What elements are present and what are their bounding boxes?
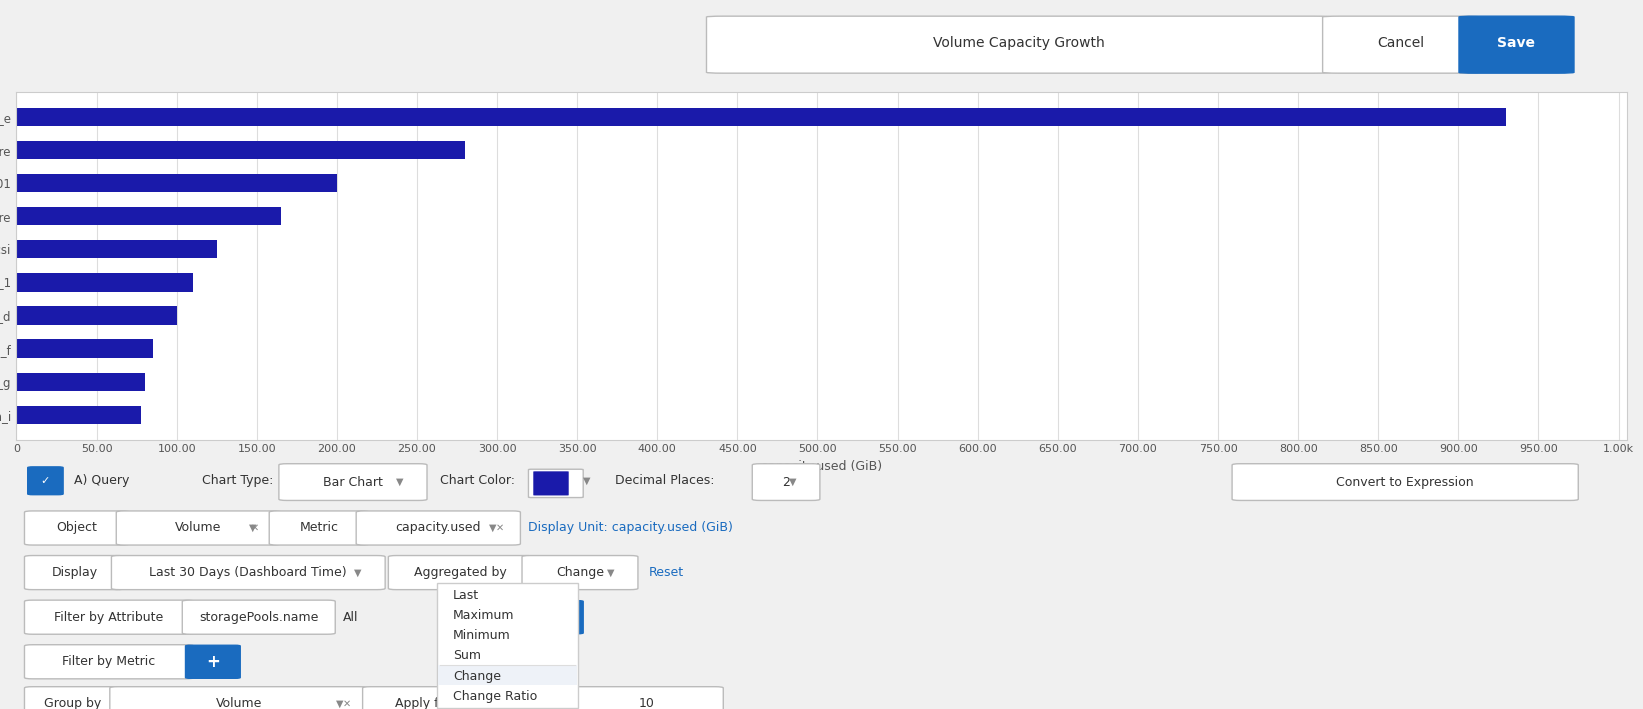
FancyBboxPatch shape (476, 687, 582, 709)
Bar (16, 306, 177, 325)
Text: 10: 10 (639, 697, 656, 709)
Bar (16, 174, 337, 192)
Text: Minimum: Minimum (453, 629, 511, 642)
Text: Chart Type:: Chart Type: (202, 474, 273, 487)
Text: ▼: ▼ (337, 699, 343, 709)
FancyBboxPatch shape (522, 556, 637, 590)
Text: ▼: ▼ (353, 568, 361, 578)
Text: Convert to Expression: Convert to Expression (1336, 476, 1474, 489)
Text: +: + (205, 653, 220, 671)
Text: Display: Display (51, 566, 97, 579)
Bar (16, 108, 1507, 126)
FancyBboxPatch shape (1323, 16, 1479, 73)
X-axis label: capacity.used (GiB): capacity.used (GiB) (761, 460, 882, 473)
Text: Filter by Attribute: Filter by Attribute (54, 610, 164, 624)
FancyBboxPatch shape (529, 469, 583, 498)
FancyBboxPatch shape (117, 511, 281, 545)
FancyBboxPatch shape (1232, 464, 1579, 501)
FancyBboxPatch shape (1459, 16, 1574, 73)
Text: Cancel: Cancel (1377, 35, 1424, 50)
Text: Save: Save (1497, 35, 1536, 50)
FancyBboxPatch shape (570, 687, 723, 709)
FancyBboxPatch shape (25, 600, 194, 635)
Text: storagePools.name: storagePools.name (199, 610, 319, 624)
Text: Filter by Metric: Filter by Metric (62, 655, 156, 669)
Text: 2: 2 (782, 476, 790, 489)
Text: ✓: ✓ (41, 476, 49, 486)
Text: Volume Capacity Growth: Volume Capacity Growth (933, 35, 1104, 50)
Text: +: + (547, 608, 562, 626)
FancyBboxPatch shape (534, 471, 568, 496)
FancyBboxPatch shape (437, 583, 578, 708)
Text: Group by: Group by (44, 697, 102, 709)
Text: Display Unit: capacity.used (GiB): Display Unit: capacity.used (GiB) (529, 522, 733, 535)
FancyBboxPatch shape (363, 687, 488, 709)
FancyBboxPatch shape (752, 464, 820, 501)
FancyBboxPatch shape (279, 464, 427, 501)
FancyBboxPatch shape (706, 16, 1331, 73)
Text: ✕: ✕ (496, 523, 503, 533)
FancyBboxPatch shape (28, 467, 62, 495)
Text: Change: Change (453, 669, 501, 683)
FancyBboxPatch shape (186, 645, 240, 679)
Text: capacity.used: capacity.used (396, 522, 481, 535)
FancyBboxPatch shape (25, 644, 194, 679)
Text: Object: Object (56, 522, 97, 535)
Text: Reset: Reset (649, 566, 685, 579)
Text: ▼: ▼ (789, 477, 797, 487)
Bar (16, 406, 141, 424)
Bar (16, 240, 217, 259)
Text: Volume: Volume (176, 522, 222, 535)
Text: ▼: ▼ (550, 699, 559, 709)
Bar (16, 340, 153, 357)
Bar (16, 372, 145, 391)
Text: Metric: Metric (299, 522, 338, 535)
Text: Apply f(x): Apply f(x) (394, 697, 455, 709)
FancyBboxPatch shape (439, 665, 577, 686)
FancyBboxPatch shape (25, 556, 125, 590)
Text: Bar Chart: Bar Chart (324, 476, 383, 489)
Text: ▼: ▼ (396, 477, 404, 487)
Text: Chart Color:: Chart Color: (440, 474, 514, 487)
Text: Last: Last (453, 588, 478, 602)
FancyBboxPatch shape (526, 601, 583, 634)
Text: Decimal Places:: Decimal Places: (616, 474, 715, 487)
Bar (16, 273, 192, 291)
Text: All: All (343, 610, 358, 624)
Text: Maximum: Maximum (453, 609, 514, 622)
Text: Change Ratio: Change Ratio (453, 690, 537, 703)
FancyBboxPatch shape (25, 511, 130, 545)
Text: A) Query: A) Query (74, 474, 130, 487)
Text: Change: Change (555, 566, 605, 579)
Text: Aggregated by: Aggregated by (414, 566, 508, 579)
Text: ✕: ✕ (251, 523, 260, 533)
Text: ▼: ▼ (583, 476, 590, 486)
FancyBboxPatch shape (388, 556, 534, 590)
Bar (16, 207, 281, 225)
Text: ▼: ▼ (606, 568, 614, 578)
Bar (16, 141, 465, 160)
FancyBboxPatch shape (25, 687, 122, 709)
Text: ✕: ✕ (342, 699, 350, 709)
Text: Sum: Sum (453, 649, 481, 662)
FancyBboxPatch shape (357, 511, 521, 545)
Text: Last 30 Days (Dashboard Time): Last 30 Days (Dashboard Time) (150, 566, 347, 579)
FancyBboxPatch shape (110, 687, 368, 709)
Text: ▼: ▼ (490, 523, 496, 533)
FancyBboxPatch shape (182, 600, 335, 635)
Text: ▼: ▼ (250, 523, 256, 533)
FancyBboxPatch shape (112, 556, 384, 590)
FancyBboxPatch shape (269, 511, 370, 545)
Text: Volume: Volume (215, 697, 261, 709)
